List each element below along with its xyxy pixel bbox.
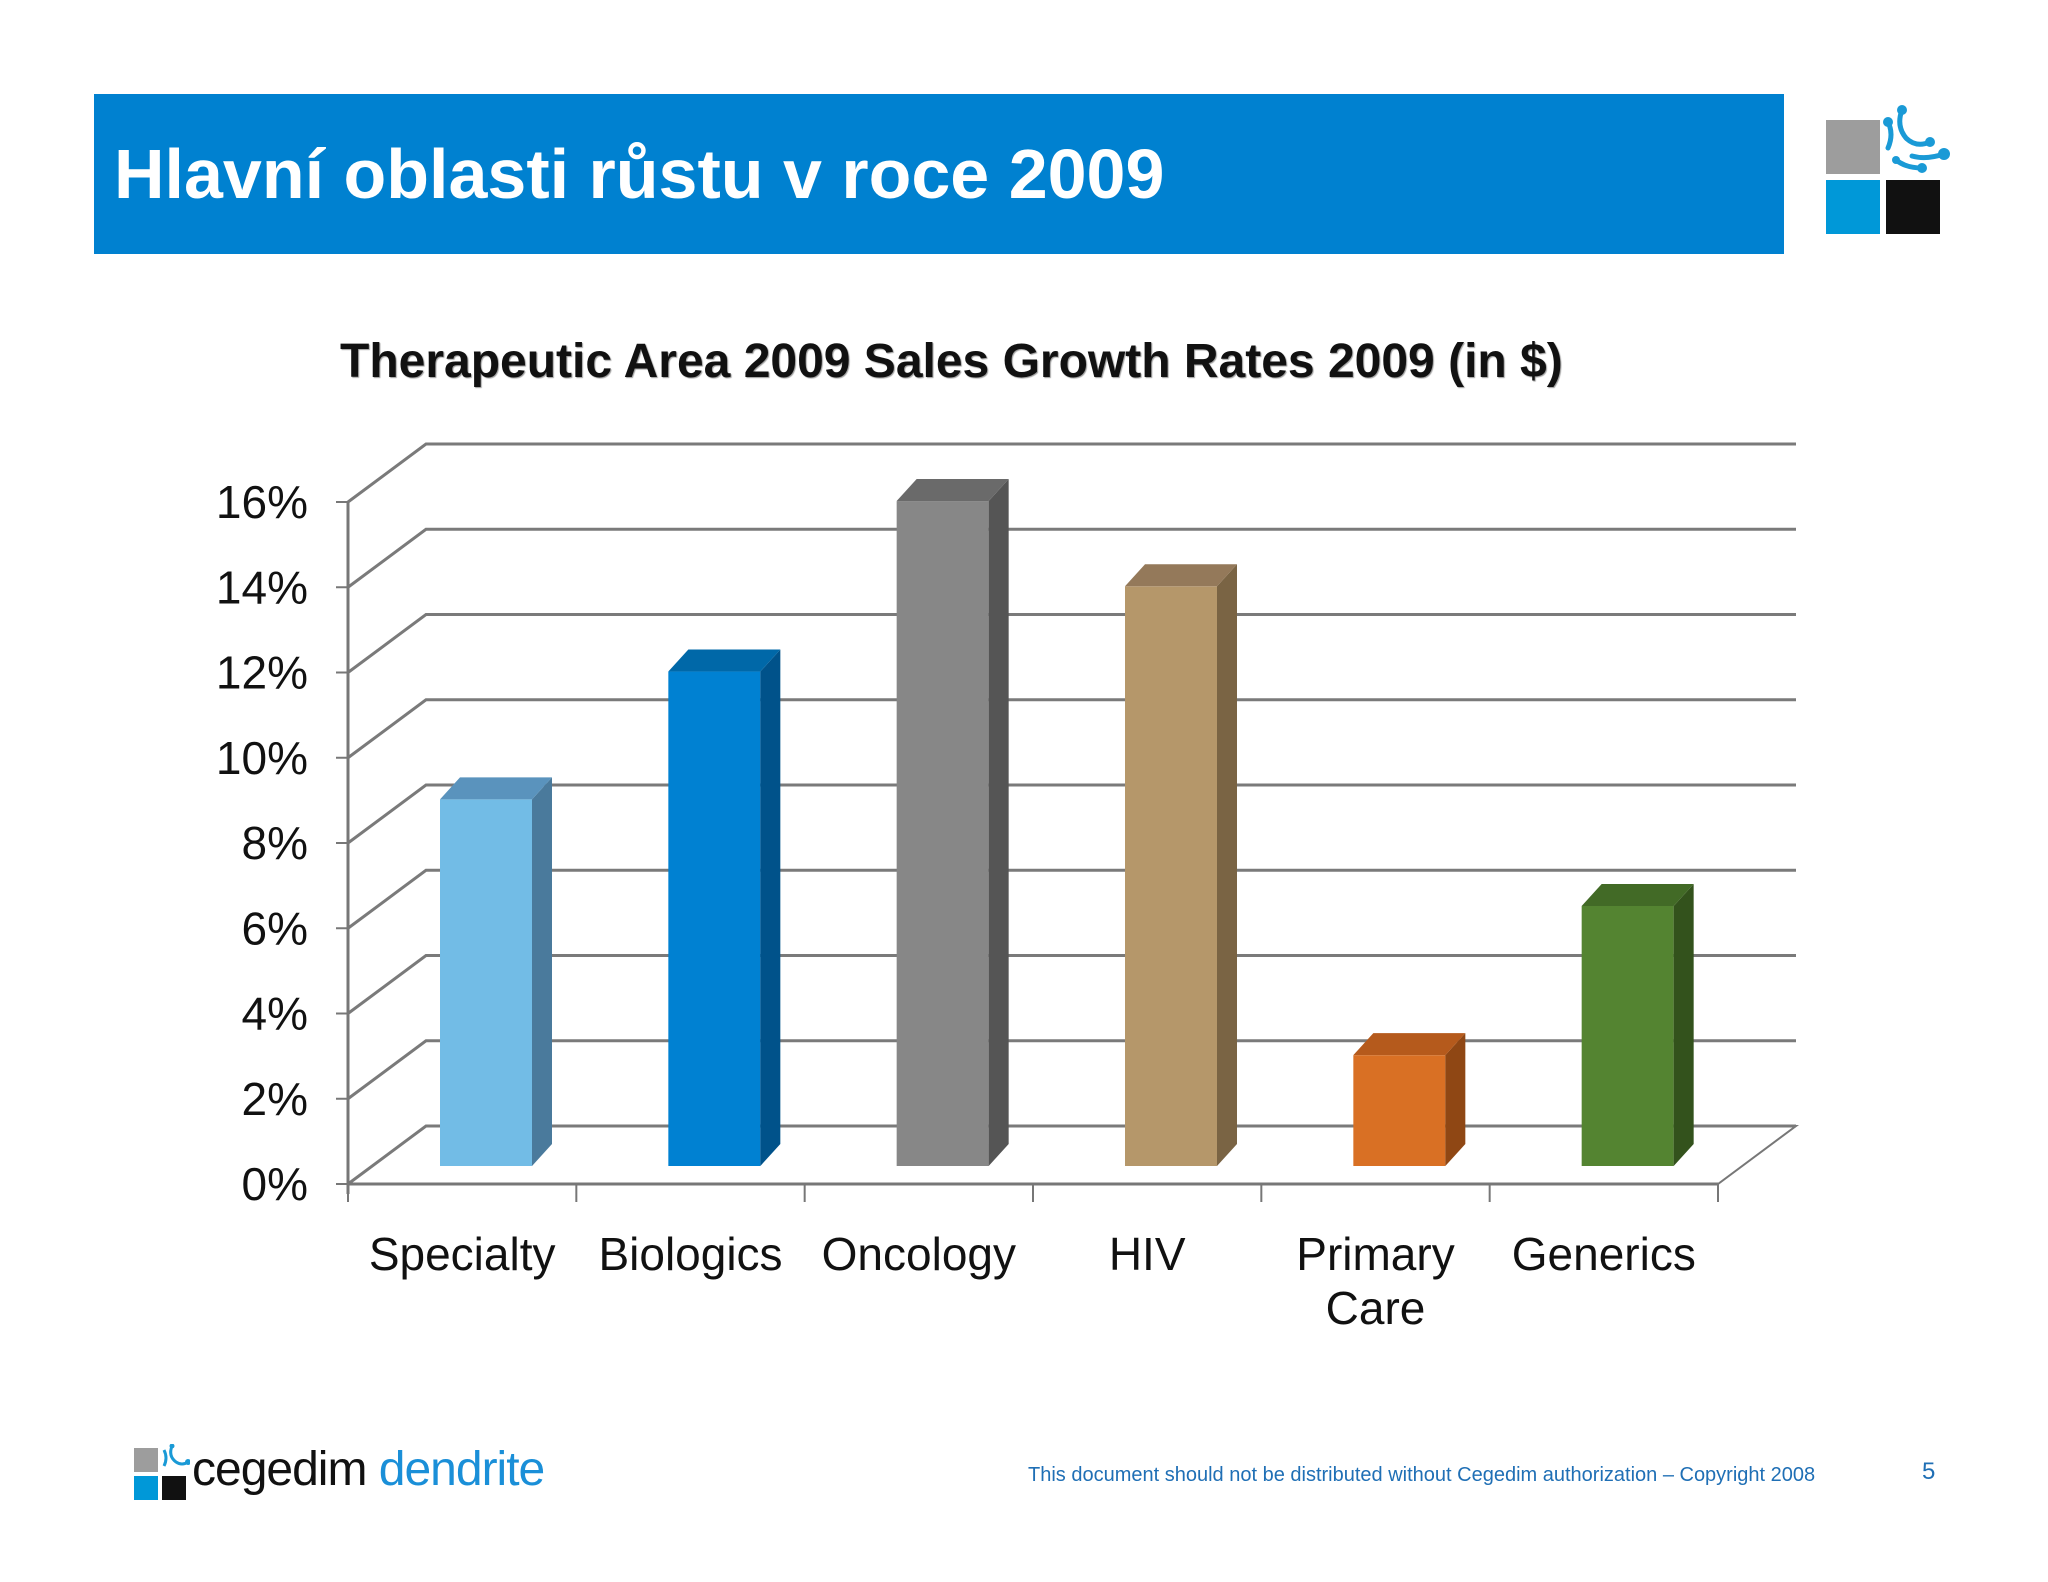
- bar-front-5: [1581, 905, 1674, 1166]
- x-tick-label-2: Oncology: [822, 1228, 1016, 1280]
- bar-front-2: [896, 501, 989, 1166]
- bar-top-5: [1581, 883, 1694, 906]
- bar-top-0: [440, 777, 552, 800]
- gridline-8: [347, 442, 1796, 504]
- y-tick-label-2: 4%: [242, 988, 308, 1040]
- x-tick-label-0: Specialty: [369, 1228, 556, 1280]
- x-tick-label-line: Generics: [1512, 1228, 1696, 1280]
- bar-side-0: [532, 777, 552, 1166]
- bar-front-3: [1125, 586, 1217, 1166]
- bar-side-1: [760, 649, 781, 1166]
- y-tick-label-6: 12%: [216, 647, 308, 699]
- header-band: Hlavní oblasti růstu v roce 2009: [94, 94, 1784, 254]
- y-tick-label-4: 8%: [242, 817, 308, 869]
- gridline-7: [347, 527, 1796, 589]
- x-tick-label-line: Care: [1326, 1282, 1426, 1334]
- brand-name-part2: dendrite: [378, 1443, 545, 1496]
- bar-side-5: [1673, 883, 1694, 1166]
- gridline-2: [347, 954, 1796, 1015]
- bar-front-1: [668, 671, 761, 1166]
- x-tick-label-line: Specialty: [369, 1228, 556, 1280]
- gridline-6: [347, 613, 1796, 674]
- cegedim-dendrite-brand: cegedim dendrite: [134, 1436, 594, 1508]
- gridline-5: [347, 698, 1796, 759]
- bar-top-2: [896, 479, 1009, 502]
- gridline-4: [347, 783, 1796, 845]
- bar-front-4: [1353, 1055, 1446, 1166]
- x-tick-label-5: Generics: [1512, 1228, 1696, 1280]
- y-tick-label-1: 2%: [242, 1073, 308, 1125]
- bar-side-3: [1217, 564, 1237, 1166]
- bar-front-0: [440, 799, 532, 1166]
- x-tick-label-line: Biologics: [598, 1228, 782, 1280]
- brand-name: cegedim dendrite: [192, 1440, 545, 1500]
- brand-name-part1: cegedim: [192, 1443, 367, 1496]
- gridline-1: [347, 1039, 1796, 1100]
- x-tick-label-line: HIV: [1109, 1228, 1186, 1280]
- brand-logo-icon: [134, 1444, 190, 1500]
- y-tick-label-7: 14%: [216, 561, 308, 613]
- gridline-0: [347, 1124, 1796, 1186]
- x-tick-label-4: Primary Care: [1296, 1228, 1454, 1334]
- cegedim-logo-icon: [1826, 105, 1950, 234]
- page-number: 5: [1922, 1458, 1936, 1485]
- x-tick-label-3: HIV: [1109, 1228, 1186, 1280]
- y-tick-label-8: 16%: [216, 476, 308, 528]
- bar-top-3: [1125, 564, 1237, 587]
- bar-top-4: [1353, 1033, 1466, 1056]
- floor: [344, 1125, 1800, 1185]
- chart-title: Therapeutic Area 2009 Sales Growth Rates…: [340, 335, 1563, 388]
- gridline-3: [347, 868, 1796, 930]
- bar-top-1: [668, 649, 781, 672]
- y-tick-label-5: 10%: [216, 732, 308, 784]
- bar-side-2: [988, 479, 1009, 1166]
- y-tick-label-3: 6%: [242, 902, 308, 954]
- x-tick-label-line: Oncology: [822, 1228, 1016, 1280]
- bar-side-4: [1445, 1033, 1466, 1166]
- x-tick-label-line: Primary: [1296, 1228, 1454, 1280]
- x-tick-label-1: Biologics: [598, 1228, 782, 1280]
- y-tick-label-0: 0%: [242, 1158, 308, 1210]
- page-title: Hlavní oblasti růstu v roce 2009: [114, 135, 1165, 213]
- copyright-notice: This document should not be distributed …: [1028, 1464, 1816, 1486]
